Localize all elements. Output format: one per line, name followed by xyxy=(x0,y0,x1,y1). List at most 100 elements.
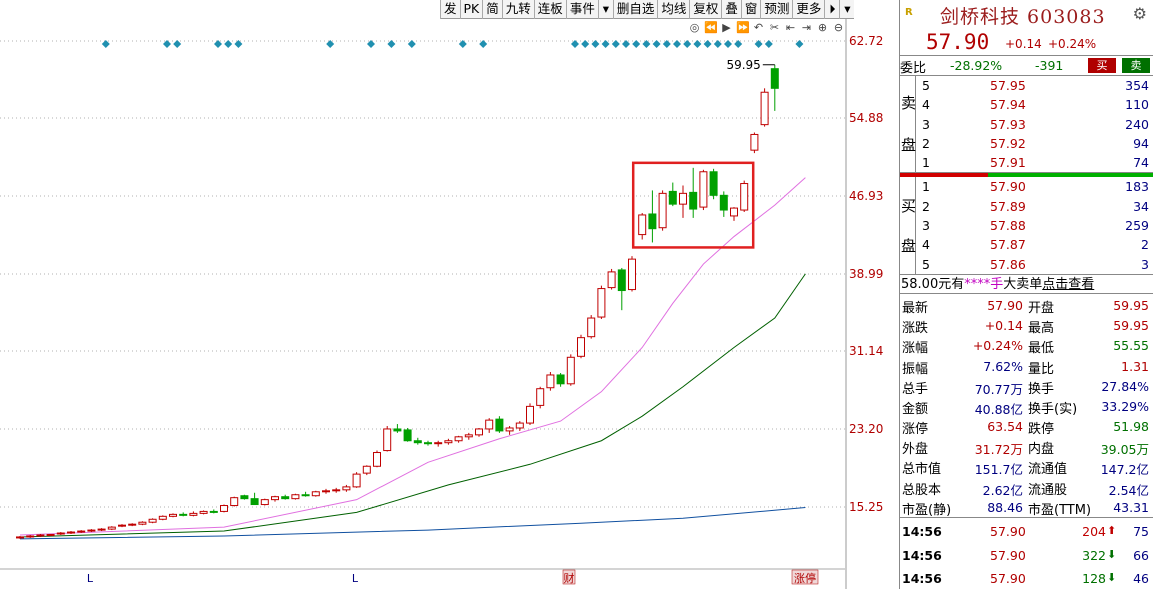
minus-icon[interactable]: ⊖ xyxy=(833,21,844,34)
ask-row[interactable]: 4 57.94 110 xyxy=(900,95,1153,114)
event-diamond-icon[interactable] xyxy=(367,40,375,48)
exit-icon[interactable]: ⏵ xyxy=(824,0,839,19)
event-diamond-icon[interactable] xyxy=(173,40,182,48)
ask-row[interactable]: 2 57.92 94 xyxy=(900,134,1153,153)
event-diamond-icon[interactable] xyxy=(601,40,610,48)
sell-button[interactable]: 卖 xyxy=(1122,58,1150,73)
toolbar-button-remove-favorite[interactable]: 删自选 xyxy=(612,0,658,19)
event-diamond-icon[interactable] xyxy=(479,40,488,48)
event-diamond-icon[interactable] xyxy=(234,40,243,48)
forward-icon[interactable]: ⏩ xyxy=(736,21,750,34)
event-diamond-icon[interactable] xyxy=(713,40,722,48)
event-diamond-icon[interactable] xyxy=(673,40,681,48)
candle xyxy=(56,532,65,535)
event-diamond-icon[interactable] xyxy=(632,40,641,48)
event-diamond-icon[interactable] xyxy=(407,40,416,48)
scissors-icon[interactable]: ✂ xyxy=(769,21,780,34)
toolbar-button-window[interactable]: 窗 xyxy=(740,0,761,19)
event-diamond-icon[interactable] xyxy=(571,40,579,48)
event-diamond-icon[interactable] xyxy=(326,40,335,48)
time-marker-label: 财 xyxy=(564,571,575,585)
level-price: 57.91 xyxy=(990,155,1026,171)
event-diamond-icon[interactable] xyxy=(224,40,233,48)
candle xyxy=(393,424,402,433)
event-diamond-icon[interactable] xyxy=(662,40,671,48)
zoom-out-right-icon[interactable]: ⇥ xyxy=(801,21,812,34)
event-diamond-icon[interactable] xyxy=(458,40,467,48)
order-ratio-pct: -28.92% xyxy=(950,58,1003,73)
event-diamond-icon[interactable] xyxy=(764,40,773,48)
toolbar-button-events[interactable]: 事件 xyxy=(565,0,598,19)
event-diamond-icon[interactable] xyxy=(734,40,743,48)
event-diamond-icon[interactable] xyxy=(591,40,600,48)
event-diamond-icon[interactable] xyxy=(795,40,804,48)
event-diamond-icon[interactable] xyxy=(163,40,171,48)
toolbar-button-ma[interactable]: 均线 xyxy=(657,0,689,19)
toolbar-button-more[interactable]: 更多 xyxy=(792,0,824,19)
stat-value: 147.2亿 xyxy=(1100,462,1149,478)
ask-row[interactable]: 3 57.93 240 xyxy=(900,115,1153,134)
bid-row[interactable]: 4 57.87 2 xyxy=(900,235,1153,254)
toolbar-button-overlay[interactable]: 叠 xyxy=(721,0,741,19)
candle xyxy=(556,373,565,387)
zoom-in-left-icon[interactable]: ⇤ xyxy=(785,21,796,34)
event-diamond-icon[interactable] xyxy=(693,40,702,48)
kline-chart[interactable]: 62.72 54.88 46.93 38.99 31.14 23.20 15.25 L L 财 涨… xyxy=(0,0,898,589)
candle xyxy=(526,403,534,426)
order-ratio-diff: -391 xyxy=(1035,58,1064,73)
level-price: 57.88 xyxy=(990,218,1026,234)
candle xyxy=(169,513,177,518)
big-order-row[interactable]: 58.00元有****手大卖单点击查看 xyxy=(900,275,1153,294)
candle xyxy=(199,510,208,515)
quote-header: R 剑桥科技 603083 ⚙ 57.90 +0.14 +0.24% xyxy=(900,0,1153,56)
bid-row[interactable]: 5 57.86 3 xyxy=(900,255,1153,274)
toolbar-button-lianban[interactable]: 连板 xyxy=(533,0,566,19)
play-icon[interactable]: ▶ xyxy=(722,21,731,34)
stat-row: 外盘 31.72万 内盘 39.05万 xyxy=(900,436,1153,457)
ask-row[interactable]: 5 57.95 354 xyxy=(900,76,1153,95)
plus-icon[interactable]: ⊕ xyxy=(817,21,828,34)
stat-label: 涨幅 xyxy=(902,341,929,357)
event-diamond-icon[interactable] xyxy=(683,40,692,48)
event-diamond-icon[interactable] xyxy=(754,40,763,48)
toolbar-button-jian[interactable]: 简 xyxy=(482,0,502,19)
stat-value: +0.14 xyxy=(984,318,1023,334)
toolbar-button-jiuzhuan[interactable]: 九转 xyxy=(501,0,534,19)
gear-icon[interactable]: ⚙ xyxy=(1132,4,1147,23)
ask-row[interactable]: 1 57.91 74 xyxy=(900,153,1153,172)
candle xyxy=(148,518,157,524)
event-diamond-icon[interactable] xyxy=(724,40,732,48)
level-volume: 183 xyxy=(1125,179,1149,195)
stat-value: 1.31 xyxy=(1121,358,1149,374)
candle xyxy=(138,521,147,526)
event-diamond-icon[interactable] xyxy=(611,40,620,48)
event-diamond-icon[interactable] xyxy=(387,40,396,48)
tick-list[interactable]: 14:56 57.90 204 ⬆ 75 14:56 57.90 322 ⬇ 66 14:56 57.… xyxy=(900,518,1153,589)
event-diamond-icon[interactable] xyxy=(642,40,651,48)
event-diamond-icon[interactable] xyxy=(652,40,661,48)
event-diamond-icon[interactable] xyxy=(581,40,590,48)
bid-row[interactable]: 1 57.90 183 xyxy=(900,177,1153,196)
undo-icon[interactable]: ↶ xyxy=(753,21,764,34)
candle xyxy=(760,88,769,127)
event-diamond-icon[interactable] xyxy=(703,40,712,48)
candle xyxy=(597,285,606,320)
level: 5 xyxy=(922,256,930,272)
dropdown-arrow-icon[interactable]: ▾ xyxy=(597,0,613,19)
event-diamond-icon[interactable] xyxy=(622,40,630,48)
event-diamond-icon[interactable] xyxy=(101,40,110,48)
event-diamond-icon[interactable] xyxy=(214,40,222,48)
bid-row[interactable]: 3 57.88 259 xyxy=(900,216,1153,235)
view-big-order-link[interactable]: 点击查看 xyxy=(1042,276,1095,292)
eye-icon[interactable]: ◎ xyxy=(689,21,700,34)
toolbar-button-forecast[interactable]: 预测 xyxy=(760,0,792,19)
toolbar-button-fa[interactable]: 发 xyxy=(440,0,460,19)
bid-row[interactable]: 2 57.89 34 xyxy=(900,197,1153,216)
arrow-down-icon: ⬇ xyxy=(1107,547,1117,561)
buy-button[interactable]: 买 xyxy=(1088,58,1116,73)
toolbar-button-adjust[interactable]: 复权 xyxy=(689,0,721,19)
rewind-icon[interactable]: ⏪ xyxy=(704,21,718,34)
bid-ask-strength-bar xyxy=(900,173,1153,178)
menu-arrow-icon[interactable]: ▾ xyxy=(839,0,854,19)
toolbar-button-pk[interactable]: PK xyxy=(459,0,483,19)
